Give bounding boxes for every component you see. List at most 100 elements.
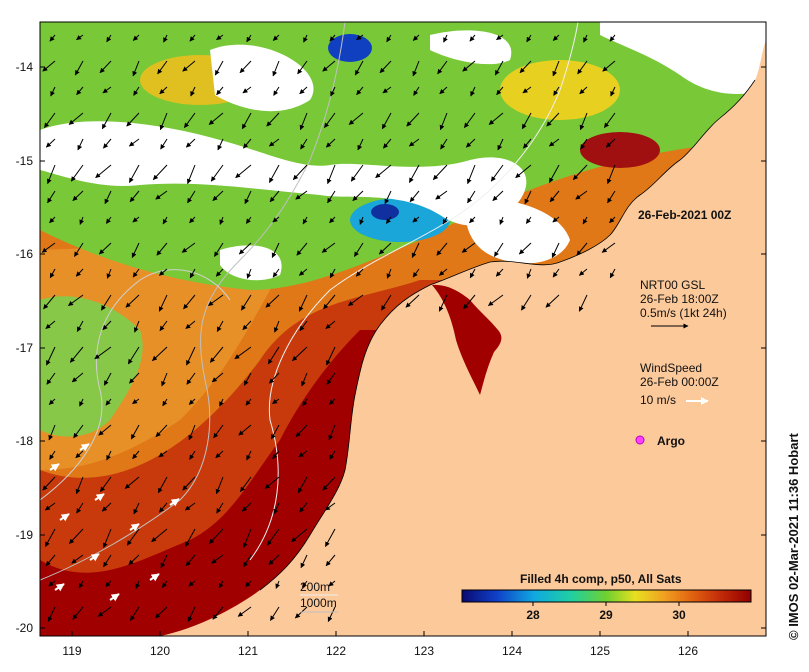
current-arrow <box>242 320 252 331</box>
current-arrow <box>272 450 280 460</box>
current-arrow <box>44 502 56 511</box>
current-arrow <box>297 60 308 75</box>
current-arrow <box>490 164 504 182</box>
current-arrow <box>405 294 420 308</box>
current-arrow <box>440 138 448 150</box>
current-arrow <box>75 450 84 459</box>
current-arrow <box>126 528 140 546</box>
current-arrow <box>126 112 140 127</box>
current-arrow <box>325 554 336 567</box>
current-arrow <box>609 216 616 224</box>
current-arrow <box>106 268 112 279</box>
isobath-200m-label: 200m <box>300 580 330 594</box>
x-axis: 119 120 121 122 123 124 125 126 <box>62 631 698 658</box>
current-arrow <box>467 190 476 204</box>
current-arrow <box>103 554 112 568</box>
current-legend: NRT00 GSL 26-Feb 18:00Z 0.5m/s (1kt 24h) <box>640 278 727 329</box>
x-tick-label: 122 <box>326 644 346 658</box>
current-arrow <box>521 112 532 130</box>
current-arrow <box>159 112 168 131</box>
current-arrow <box>275 580 281 589</box>
current-arrow <box>99 476 112 493</box>
current-arrow <box>70 164 84 182</box>
current-arrow <box>151 528 168 543</box>
current-arrow <box>515 164 532 179</box>
current-arrow <box>245 580 252 588</box>
current-arrow <box>326 346 336 366</box>
current-arrow <box>576 242 588 256</box>
current-arrow <box>408 138 420 147</box>
current-arrow <box>295 190 308 200</box>
current-arrow <box>77 138 84 151</box>
current-arrow <box>329 216 336 224</box>
current-arrow <box>350 164 364 182</box>
current-arrow <box>46 164 56 185</box>
current-arrow <box>269 372 280 384</box>
current-arrow <box>158 450 168 458</box>
y-tick-label: -20 <box>16 621 34 635</box>
current-legend-line3: 0.5m/s (1kt 24h) <box>640 306 727 320</box>
current-arrow <box>210 164 224 182</box>
current-arrow <box>101 502 112 512</box>
current-arrow <box>439 86 448 95</box>
current-arrow <box>132 216 140 223</box>
x-tick-label: 119 <box>62 644 81 658</box>
current-arrow <box>45 554 56 567</box>
current-arrow <box>97 606 112 617</box>
current-arrow <box>470 86 476 97</box>
current-arrow <box>609 268 616 279</box>
current-arrow <box>45 138 56 148</box>
current-arrow <box>47 606 56 622</box>
current-arrow <box>495 268 504 277</box>
current-arrow <box>299 112 308 131</box>
current-arrow <box>438 294 448 312</box>
current-arrow <box>129 372 140 384</box>
current-arrow <box>439 112 448 131</box>
current-arrow <box>328 424 336 441</box>
current-arrow <box>207 294 224 307</box>
current-arrow <box>216 34 224 41</box>
current-arrow <box>162 398 168 407</box>
sst-cold-spot <box>328 34 372 62</box>
current-arrow <box>496 86 504 96</box>
map-frame <box>39 21 767 637</box>
current-arrow <box>74 60 84 76</box>
current-arrow <box>243 138 252 149</box>
current-arrow <box>129 606 140 621</box>
current-arrow <box>602 60 616 72</box>
current-arrow <box>466 164 476 185</box>
current-arrow <box>383 138 392 149</box>
wind-arrow <box>59 513 70 522</box>
current-arrow <box>272 398 280 405</box>
current-arrow <box>321 242 336 253</box>
current-arrow <box>356 34 364 41</box>
current-arrow <box>185 138 196 148</box>
current-arrow <box>525 216 532 224</box>
current-arrow <box>190 86 196 97</box>
current-arrow <box>291 528 308 543</box>
current-arrow <box>78 580 84 589</box>
current-arrow <box>216 502 224 514</box>
x-tick-label: 121 <box>238 644 258 658</box>
current-arrow <box>463 112 476 129</box>
current-arrow <box>157 476 168 494</box>
current-arrow <box>268 164 280 183</box>
current-arrow <box>579 86 588 95</box>
current-arrow <box>186 346 196 366</box>
current-arrow <box>213 242 224 257</box>
current-arrow <box>105 398 112 406</box>
current-arrow <box>185 554 196 567</box>
current-arrow <box>298 268 308 276</box>
current-arrow <box>519 60 532 74</box>
y-axis: -14 -15 -16 -17 -18 -19 -20 <box>16 60 766 635</box>
current-arrow <box>271 242 280 258</box>
wind-arrow <box>79 443 90 452</box>
current-arrow <box>272 60 280 77</box>
current-arrow <box>124 476 140 489</box>
current-arrow <box>182 60 196 72</box>
current-arrow <box>292 164 308 180</box>
current-arrow <box>103 138 112 149</box>
current-arrow <box>68 528 84 544</box>
isobath-1000m <box>40 22 346 581</box>
